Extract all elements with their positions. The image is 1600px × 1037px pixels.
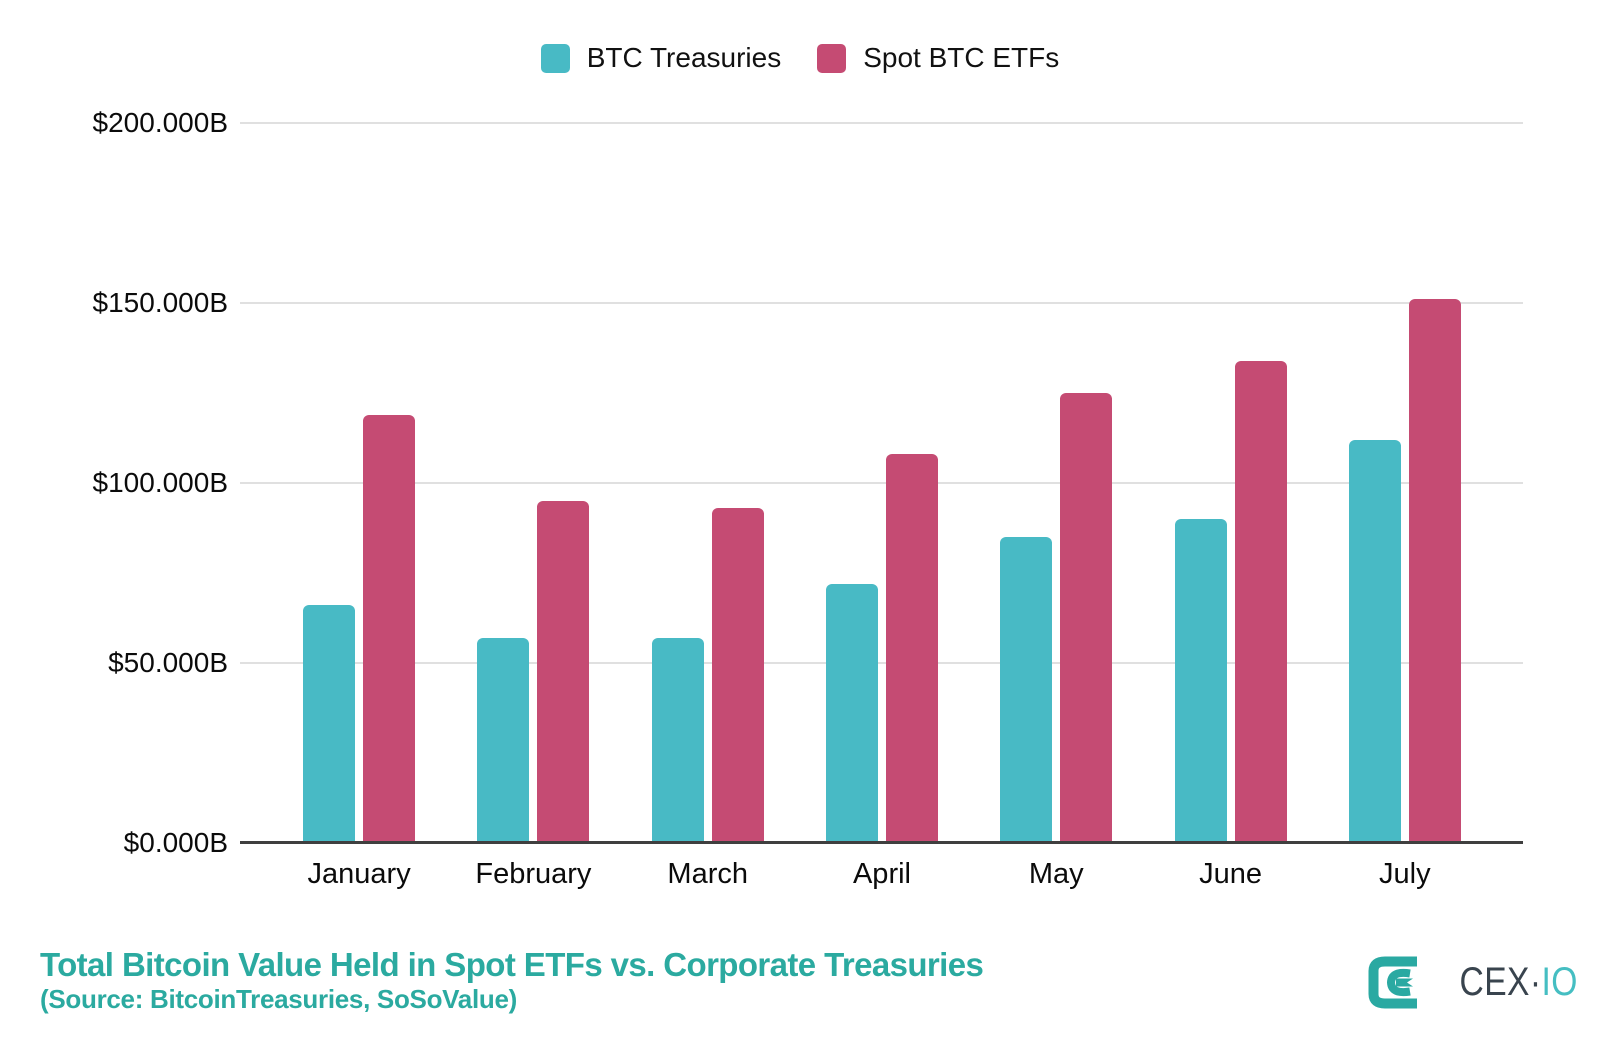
chart-legend: BTC Treasuries Spot BTC ETFs [0,42,1600,74]
bar-spot-btc-etfs-july [1408,299,1461,843]
gridline [240,482,1523,484]
y-tick-label: $200.000B [92,107,228,138]
bar-group-march [621,123,795,843]
bar-btc-treasuries-february [477,637,530,843]
legend-swatch-icon [817,43,847,73]
x-axis-labels: January February March April May June July [240,858,1523,891]
bar-group-february [446,123,620,843]
cexio-logo: CEX·IO [1368,956,1578,1009]
bar-btc-treasuries-march [651,637,704,843]
bar-group-june [1143,123,1317,843]
y-tick-label: $0.000B [123,827,228,858]
gridline [240,302,1523,304]
bar-group-may [969,123,1143,843]
bar-spot-btc-etfs-february [537,501,590,843]
bar-spot-btc-etfs-march [711,508,764,843]
legend-item-1: Spot BTC ETFs [817,42,1059,74]
legend-label: Spot BTC ETFs [863,42,1060,73]
gridline [240,662,1523,664]
x-tick-label-january: January [307,858,411,890]
x-tick-label-june: June [1199,858,1262,890]
bar-group-january [272,123,446,843]
bar-group-july [1318,123,1492,843]
legend-item-0: BTC Treasuries [540,42,782,74]
bar-spot-btc-etfs-january [363,414,416,843]
bar-btc-treasuries-january [303,605,356,843]
cexio-logo-text: CEX·IO [1459,960,1578,1004]
x-axis-line [240,841,1523,844]
x-tick-label-march: March [667,858,748,890]
y-tick-label: $50.000B [108,647,228,678]
y-tick-label: $100.000B [92,467,228,498]
bar-btc-treasuries-june [1174,519,1227,843]
bar-spot-btc-etfs-april [885,454,938,843]
y-tick-label: $150.000B [92,287,228,318]
y-axis-labels: $0.000B $50.000B $100.000B $150.000B $200.00… [0,109,228,857]
legend-label: BTC Treasuries [586,42,782,73]
x-tick-label-july: July [1379,858,1431,890]
bar-group-april [795,123,969,843]
bar-btc-treasuries-july [1348,439,1401,843]
legend-swatch-icon [540,43,570,73]
gridline [240,122,1523,124]
x-tick-label-february: February [475,858,592,890]
chart-title: Total Bitcoin Value Held in Spot ETFs vs… [40,946,984,983]
bar-spot-btc-etfs-june [1234,360,1287,843]
bar-btc-treasuries-april [825,583,878,843]
x-tick-label-april: April [852,858,911,890]
x-tick-label-may: May [1028,858,1084,890]
cexio-logo-mark-icon [1368,956,1425,1009]
bar-btc-treasuries-may [1000,537,1053,843]
bar-spot-btc-etfs-may [1060,393,1113,843]
chart-source: (Source: BitcoinTreasuries, SoSoValue) [40,984,517,1014]
plot-area [240,122,1523,844]
bars-container [240,123,1523,843]
